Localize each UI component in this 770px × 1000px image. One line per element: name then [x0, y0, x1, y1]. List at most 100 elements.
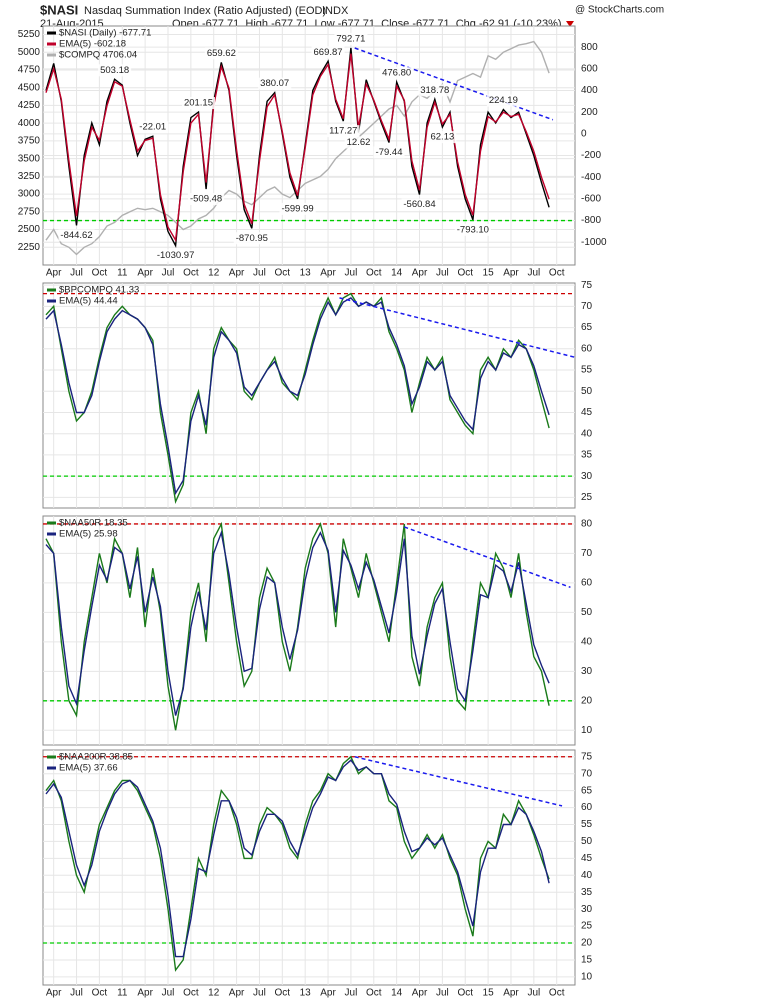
- y-tick-label: 75: [581, 751, 593, 762]
- exchange: INDX: [322, 5, 349, 17]
- y-tick-label: 20: [581, 938, 593, 949]
- annotation-box: [154, 249, 197, 262]
- annotation-label: -1030.97: [157, 250, 195, 261]
- annotation-box: [418, 84, 452, 97]
- y-tick-label: 45: [581, 853, 593, 864]
- y-tick-label: 40: [581, 870, 593, 881]
- y-tick-label: 2750: [18, 206, 41, 217]
- y-tick-label: 50: [581, 607, 593, 618]
- y-tick-label: 70: [581, 301, 593, 312]
- y-tick-label: 4750: [18, 65, 41, 76]
- x-tick-label: 14: [391, 268, 403, 279]
- y-tick-label: 35: [581, 450, 593, 461]
- x-tick-label: Jul: [162, 988, 175, 999]
- annotation: -870.95: [233, 232, 270, 245]
- x-tick-label: Apr: [320, 268, 336, 279]
- legend-label: EMA(5) 44.44: [59, 296, 118, 307]
- x-tick-label: 13: [300, 268, 312, 279]
- y-tick-label: 10: [581, 725, 593, 736]
- y-tick-label: 5250: [18, 29, 41, 40]
- y-tick-label: 200: [581, 107, 598, 118]
- trend-line: [354, 47, 554, 121]
- annotation-box: [334, 32, 368, 45]
- annotation-box: [486, 94, 520, 107]
- y-tick-label: 2250: [18, 242, 41, 253]
- y-tick-label: 55: [581, 365, 593, 376]
- y-tick-label: 3250: [18, 171, 41, 182]
- annotation-label: -22.01: [139, 122, 166, 133]
- annotation: -79.44: [373, 146, 405, 159]
- series-line: [45, 53, 550, 243]
- y-tick-label: 3500: [18, 153, 41, 164]
- chart-title: Nasdaq Summation Index (Ratio Adjusted) …: [84, 5, 326, 17]
- y-tick-label: 75: [581, 280, 593, 291]
- y-tick-label: 40: [581, 636, 593, 647]
- y-tick-label: 30: [581, 471, 593, 482]
- annotation: 62.13: [428, 131, 457, 144]
- x-tick-label: Apr: [137, 268, 153, 279]
- x-tick-label: Oct: [275, 988, 291, 999]
- annotation: -599.99: [279, 202, 316, 215]
- trend-line: [404, 526, 571, 589]
- annotation: 318.78: [418, 84, 452, 97]
- x-tick-label: Apr: [229, 988, 245, 999]
- y-tick-label: 2500: [18, 224, 41, 235]
- y-tick-label: 65: [581, 785, 593, 796]
- annotation-label: 224.19: [489, 95, 518, 106]
- annotation-label: 62.13: [430, 132, 454, 143]
- y-tick-label: 15: [581, 955, 593, 966]
- annotation-label: 117.27: [329, 126, 357, 137]
- legend-label: $COMPQ 4706.04: [59, 50, 137, 61]
- legend-label: $BPCOMPQ 41.33: [59, 285, 139, 296]
- annotation-label: 659.62: [207, 48, 236, 59]
- annotation-label: -79.44: [376, 147, 403, 158]
- y-tick-label: 20: [581, 695, 593, 706]
- series-line: [45, 297, 550, 496]
- x-tick-label: Oct: [183, 988, 199, 999]
- annotation-box: [327, 125, 360, 138]
- legend-label: EMA(5) 25.98: [59, 529, 118, 540]
- x-tick-label: Apr: [503, 988, 519, 999]
- x-tick-label: Jul: [70, 268, 83, 279]
- annotation: 380.07: [258, 77, 292, 90]
- x-tick-label: 11: [117, 268, 128, 279]
- x-tick-label: Oct: [457, 988, 473, 999]
- plot-area: [42, 749, 576, 986]
- plot-area: [42, 282, 576, 509]
- annotation-label: -599.99: [281, 203, 313, 214]
- annotation-box: [344, 136, 373, 149]
- series-line: [45, 530, 550, 716]
- y-tick-label: 600: [581, 63, 598, 74]
- legend-label: $NAA200R 38.85: [59, 752, 133, 763]
- x-tick-label: Jul: [345, 988, 358, 999]
- x-tick-label: 15: [483, 268, 495, 279]
- annotation-box: [258, 77, 292, 90]
- plot-area: [42, 515, 576, 746]
- series-line: [45, 40, 550, 256]
- down-indicator: [566, 21, 574, 27]
- annotation-box: [373, 146, 405, 159]
- x-tick-label: Oct: [183, 268, 199, 279]
- y-tick-label: -600: [581, 194, 601, 205]
- legend-label: EMA(5) 37.66: [59, 763, 118, 774]
- y-tick-label: 30: [581, 666, 593, 677]
- y-tick-label: 800: [581, 42, 598, 53]
- annotation: -1030.97: [154, 249, 197, 262]
- y-tick-label: 80: [581, 519, 593, 530]
- x-tick-label: Jul: [253, 988, 266, 999]
- annotation-box: [58, 229, 95, 242]
- annotation: -509.48: [187, 193, 225, 206]
- y-tick-label: 70: [581, 548, 593, 559]
- trend-line: [339, 297, 576, 359]
- y-tick-label: -400: [581, 172, 601, 183]
- annotation: -560.84: [401, 198, 438, 211]
- annotation-label: -844.62: [60, 230, 92, 241]
- y-tick-label: 45: [581, 407, 593, 418]
- x-tick-label: Jul: [436, 268, 449, 279]
- annotation: 224.19: [486, 94, 520, 107]
- x-tick-label: 11: [117, 988, 128, 999]
- y-tick-label: 30: [581, 904, 593, 915]
- y-tick-label: -800: [581, 215, 601, 226]
- x-tick-label: Oct: [366, 988, 382, 999]
- legend-label: EMA(5) -602.18: [59, 39, 126, 50]
